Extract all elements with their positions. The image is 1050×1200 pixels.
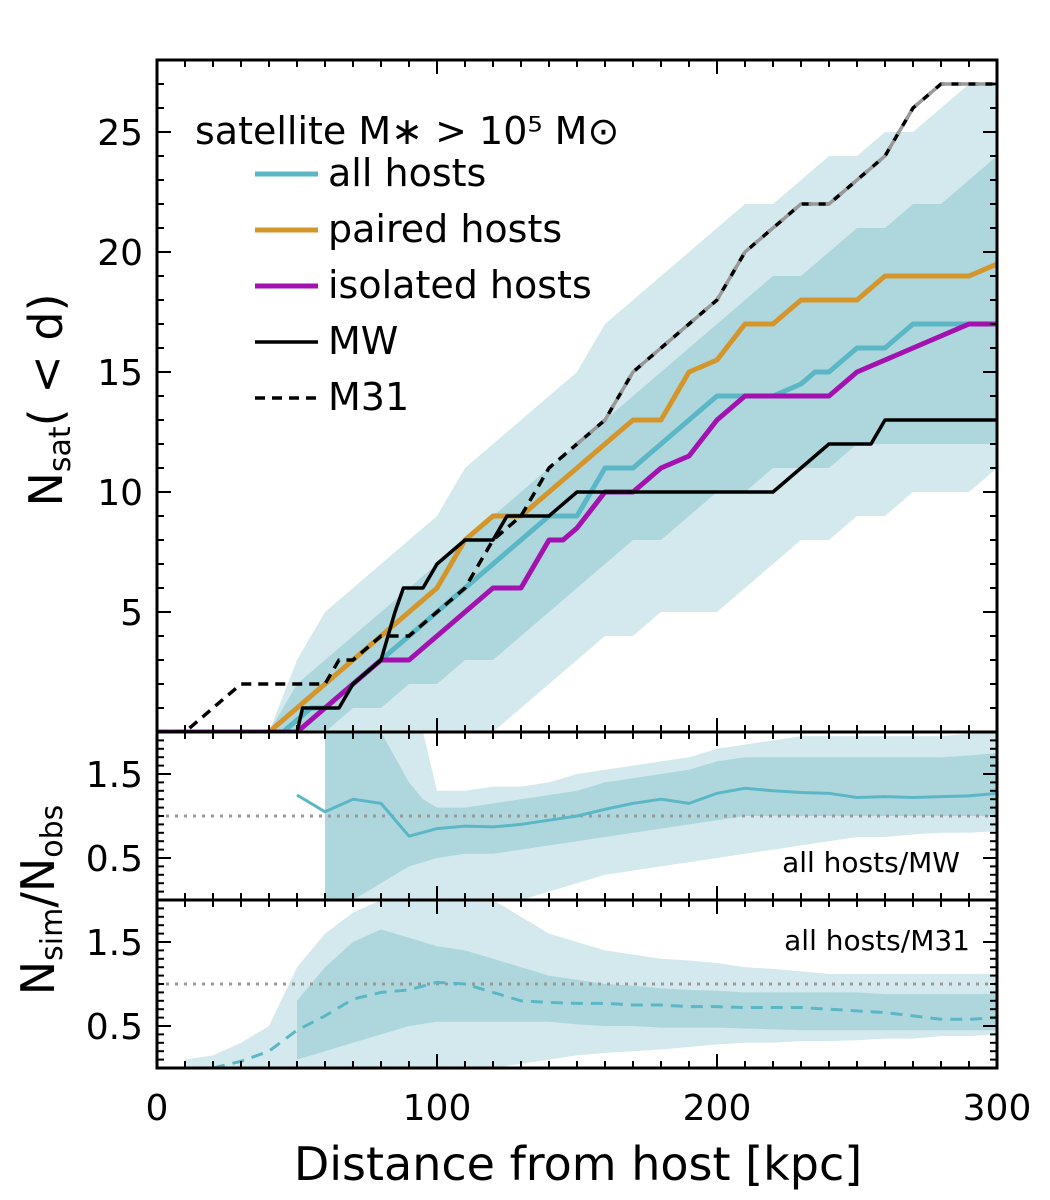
cumulative-series [157,82,997,732]
legend-label: paired hosts [328,207,562,251]
y-tick-label: 0.5 [86,1007,143,1048]
series-mw [157,418,997,732]
legend-label: MW [328,319,398,363]
xlabel: Distance from host [kpc] [294,1137,862,1191]
ratio-m31-panel: 0.5 1.5 0 100 200 300 all hosts/M31 Distance … [86,898,1032,1191]
y-tick-label: 25 [97,113,143,154]
y-tick-label: 15 [97,353,143,394]
x-tick-label: 100 [403,1088,472,1129]
ratio-m31-series [157,980,997,1068]
ratio-m31-ticks: 0.5 1.5 0 100 200 300 [86,900,1032,1129]
series-all-hosts-m31 [212,980,997,1068]
y-tick-label: 1.5 [86,923,143,964]
series-m31 [157,82,997,732]
series-m31-extension [575,82,997,446]
y-tick-label: 5 [120,593,143,634]
ylabel-ratio: Nsim/Nobs [11,805,70,996]
y-tick-label: 1.5 [86,755,143,796]
ylabel-cumulative: Nsat( < d) [19,293,78,506]
y-tick-label: 10 [97,473,143,514]
cumulative-bands [157,84,997,732]
x-tick-label: 200 [683,1088,752,1129]
x-tick-label: 300 [963,1088,1032,1129]
legend: satellite M∗ > 10⁵ M⊙ all hosts paired ho… [195,109,619,419]
legend-title: satellite M∗ > 10⁵ M⊙ [195,109,619,153]
ratio-mw-panel: 0.5 1.5 all hosts/MW [86,730,999,902]
y-tick-label: 20 [97,233,143,274]
legend-label: M31 [328,375,409,419]
cumulative-panel: 5 10 15 20 25 satellite M∗ > 10⁵ M⊙ all host… [19,58,999,734]
ratio-m31-annotation: all hosts/M31 [784,924,970,957]
cumulative-ticks: 5 10 15 20 25 [97,60,998,732]
ratio-mw-annotation: all hosts/MW [782,846,960,879]
series-paired-hosts [157,261,997,732]
y-tick-label: 0.5 [86,839,143,880]
ratio-mw-series [157,786,997,838]
inner-band [297,929,997,1060]
legend-label: all hosts [328,151,486,195]
legend-label: isolated hosts [328,263,592,307]
series-all-hosts-mw [296,786,997,838]
x-tick-label: 0 [146,1088,169,1129]
outer-band [157,84,997,732]
